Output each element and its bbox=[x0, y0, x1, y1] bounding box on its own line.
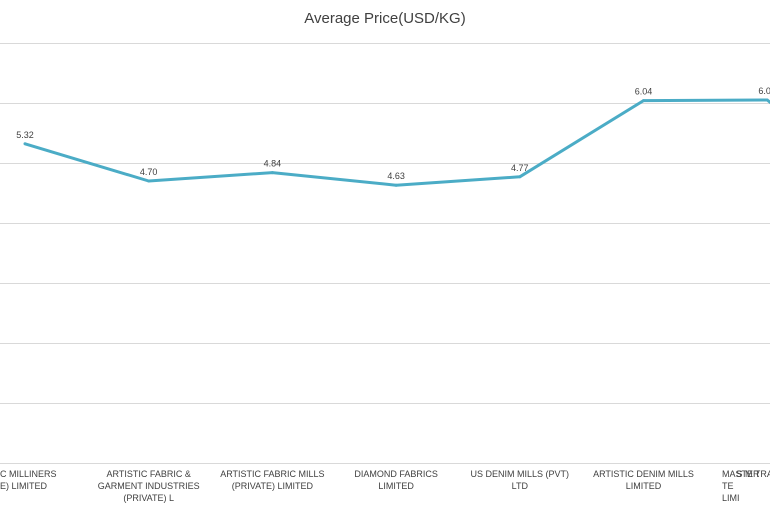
chart-title: Average Price(USD/KG) bbox=[304, 10, 466, 27]
data-point bbox=[642, 99, 645, 103]
series-line bbox=[24, 98, 770, 187]
x-tick-label: ARTISTIC DENIM MILLS LIMITED bbox=[593, 469, 694, 491]
data-point bbox=[23, 142, 27, 146]
x-tick-label: C MILLINERS E) LIMITED bbox=[0, 469, 57, 491]
data-label: 4.84 bbox=[264, 159, 282, 169]
x-tick-label: MASTER TE LIMI bbox=[722, 469, 760, 503]
gridlines bbox=[0, 43, 770, 464]
x-tick-label: US DENIM MILLS (PVT) LTD bbox=[470, 469, 570, 491]
data-label: 4.63 bbox=[387, 171, 405, 181]
x-tick-label: S M TRADERS bbox=[736, 469, 770, 479]
data-label: 6.04 bbox=[635, 87, 653, 97]
x-tick-label: DIAMOND FABRICS LIMITED bbox=[354, 469, 438, 491]
data-label: 5.32 bbox=[16, 130, 34, 140]
data-point bbox=[270, 171, 274, 175]
data-label-group: 5.324.704.844.634.776.046.054. bbox=[16, 86, 770, 181]
data-point bbox=[147, 179, 151, 183]
series-line-group bbox=[23, 98, 770, 187]
x-tick-label: ARTISTIC FABRIC MILLS (PRIVATE) LIMITED bbox=[220, 469, 325, 491]
data-point bbox=[518, 175, 522, 179]
x-tick-label: ARTISTIC FABRIC & GARMENT INDUSTRIES (PRIV… bbox=[97, 469, 200, 503]
data-label: 6.05 bbox=[758, 86, 770, 96]
data-point bbox=[394, 183, 398, 187]
data-label: 4.70 bbox=[140, 167, 158, 177]
data-point bbox=[765, 98, 769, 102]
data-label: 4.77 bbox=[511, 163, 529, 173]
